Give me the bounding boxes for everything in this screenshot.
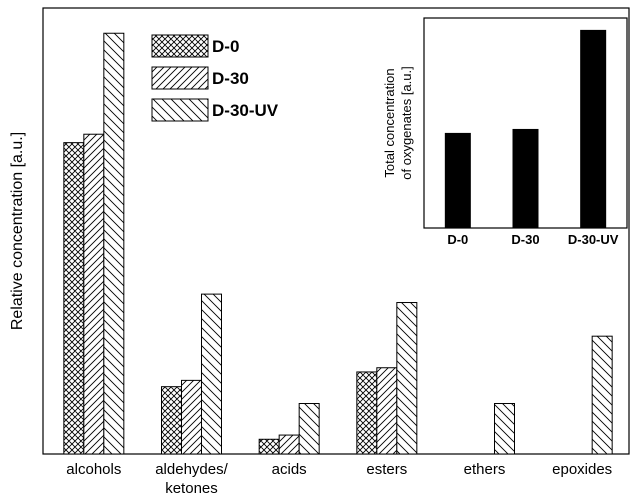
legend-swatch-d30uv (151, 98, 209, 122)
bar-esters-d-0 (356, 371, 378, 455)
inset-bars (444, 29, 607, 228)
inset-bar-d-0 (444, 132, 471, 228)
inset-bar-d-30 (512, 128, 539, 228)
legend-label-d0: D-0 (212, 37, 239, 56)
bar-acids-d-30 (278, 434, 300, 455)
bar-alcohols-d-30-uv (103, 32, 125, 455)
bar-aldehydes-ketones-d-30 (181, 379, 202, 455)
x-tick-labels: alcohols aldehydes/ketones acids esters ethe… (66, 461, 612, 497)
bar-acids-d-0 (258, 438, 280, 455)
bar-alcohols-d-0 (63, 142, 85, 455)
inset-tick-d-30-uv: D-30-UV (568, 232, 619, 247)
bar-esters-d-30 (376, 367, 398, 455)
y-axis-label: Relative concentration [a.u.] (9, 132, 26, 330)
x-tick-aldehydes-ketones: aldehydes/ketones (155, 461, 228, 497)
legend-label-d30uv: D-30-UV (212, 101, 279, 120)
x-tick-acids: acids (272, 461, 307, 478)
bar-alcohols-d-30 (83, 133, 105, 455)
inset-y-label-line-2: of oxygenates [a.u.] (399, 66, 414, 179)
legend-swatch-d0 (151, 34, 209, 58)
bar-aldehydes-ketones-d-0 (161, 386, 182, 455)
legend-label-d30: D-30 (212, 69, 249, 88)
inset-tick-d-0: D-0 (447, 232, 468, 247)
inset-tick-labels: D-0 D-30 D-30-UV (447, 232, 618, 247)
inset-bar-d-30-uv (580, 29, 607, 228)
main-bars (63, 32, 613, 455)
legend: D-0 D-30 D-30-UV (151, 34, 279, 122)
inset-tick-d-30: D-30 (511, 232, 539, 247)
x-tick-epoxides: epoxides (552, 461, 612, 478)
inset-chart: Total concentration of oxygenates [a.u.]… (382, 17, 628, 247)
bar-epoxides-d-30-uv (591, 335, 613, 455)
legend-swatch-d30 (151, 66, 209, 90)
plot-frame (42, 7, 630, 455)
bar-esters-d-30-uv (396, 302, 418, 455)
bar-acids-d-30-uv (298, 403, 320, 455)
x-tick-alcohols: alcohols (66, 461, 121, 478)
bar-ethers-d-30-uv (494, 403, 515, 455)
x-tick-ethers: ethers (464, 461, 506, 478)
x-tick-esters: esters (366, 461, 407, 478)
bar-aldehydes-ketones-d-30-uv (201, 293, 222, 455)
inset-y-label-line-1: Total concentration (382, 68, 397, 177)
